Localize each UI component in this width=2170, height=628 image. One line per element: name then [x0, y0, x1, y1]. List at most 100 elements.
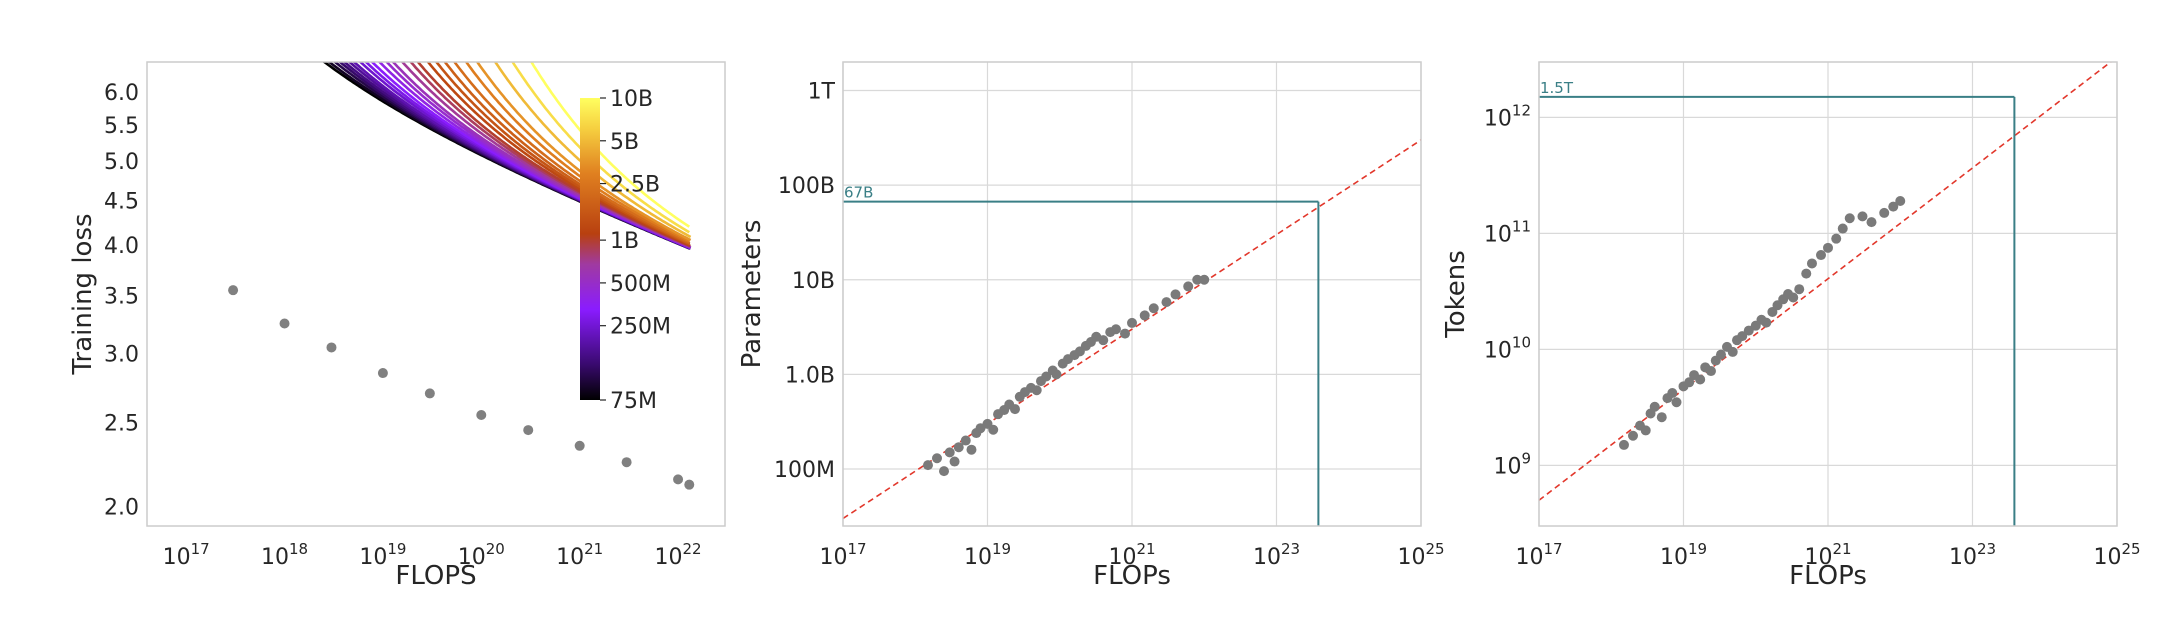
- colorbar-tick-label: 250M: [610, 315, 671, 340]
- data-point: [944, 447, 955, 458]
- data-point: [1148, 303, 1159, 314]
- tick-base: 10: [1949, 545, 1977, 570]
- x-tick-label: 1019: [964, 540, 1011, 570]
- panel-training-loss: 1017 1018 1019 1020 1021 1022 2.02.53.03.54.0…: [68, 61, 726, 591]
- tick-exponent: 19: [387, 540, 406, 558]
- x-ticks: 1017 1018 1019 1020 1021 1022: [163, 540, 702, 570]
- tick-exponent: 23: [1281, 540, 1300, 558]
- annotation-label: 67B: [844, 184, 873, 202]
- y-tick-label: 100B: [778, 174, 835, 199]
- tick-exponent: 19: [992, 540, 1011, 558]
- data-point: [960, 435, 971, 446]
- envelope-point: [476, 409, 487, 420]
- tick-base: 10: [1397, 545, 1425, 570]
- tick-exponent: 21: [1832, 540, 1851, 558]
- envelope-point: [523, 425, 534, 436]
- tick-base: 10: [1484, 338, 1512, 363]
- data-point: [966, 444, 977, 455]
- tick-exponent: 23: [1977, 540, 1996, 558]
- colorbar-tick-label: 2.5B: [610, 173, 660, 198]
- envelope-point: [621, 457, 632, 468]
- y-tick-label: 3.5: [104, 285, 139, 310]
- y-tick-label: 2.0: [104, 496, 139, 521]
- envelope-point: [228, 285, 239, 296]
- x-tick-label: 1020: [458, 540, 505, 570]
- data-point: [1119, 328, 1130, 339]
- scatter-points: [922, 274, 1210, 477]
- grid: [1538, 62, 2118, 526]
- y-tick-label: 3.0: [104, 343, 139, 368]
- tick-base: 10: [163, 545, 191, 570]
- loss-curve: [464, 62, 691, 243]
- data-point: [1831, 233, 1842, 244]
- y-tick-label: 2.5: [104, 411, 139, 436]
- x-tick-label: 1021: [1108, 540, 1155, 570]
- data-point: [1788, 292, 1799, 303]
- loss-curve: [511, 62, 690, 234]
- data-point: [1199, 274, 1210, 285]
- x-tick-label: 1022: [655, 540, 702, 570]
- data-point: [1823, 242, 1833, 253]
- data-point: [1837, 223, 1848, 234]
- tick-base: 10: [1253, 545, 1281, 570]
- x-tick-label: 1023: [1949, 540, 1996, 570]
- colorbar-tick-label: 5B: [610, 130, 639, 155]
- y-tick-label: 1T: [808, 79, 836, 104]
- loss-curves: [322, 62, 692, 250]
- panel-parameters: 67B 1017 1019 1021 1023 1025 100M1.0B10B100B…: [737, 61, 1445, 591]
- x-tick-label: 1021: [556, 540, 603, 570]
- x-tick-label: 1017: [819, 540, 866, 570]
- data-point: [988, 424, 999, 435]
- x-ticks: 1017 1019 1021 1023 1025: [819, 540, 1444, 570]
- tick-base: 10: [1493, 454, 1521, 479]
- x-axis-label: FLOPs: [1789, 561, 1867, 591]
- plot-frame: [1538, 61, 2118, 527]
- data-point: [1667, 388, 1678, 399]
- envelope-point: [424, 388, 435, 399]
- tick-exponent: 12: [1512, 101, 1531, 119]
- data-point: [953, 442, 964, 453]
- y-tick-label: 1012: [1484, 101, 1531, 131]
- grid: [842, 62, 1422, 526]
- data-point: [1743, 325, 1754, 336]
- tick-exponent: 17: [847, 540, 866, 558]
- y-tick-label: 4.0: [104, 234, 139, 259]
- y-tick-label: 6.0: [104, 81, 139, 106]
- tick-exponent: 21: [584, 540, 603, 558]
- x-tick-label: 1023: [1253, 540, 1300, 570]
- data-point: [1627, 430, 1638, 441]
- tick-base: 10: [655, 545, 683, 570]
- loss-envelope-points: [228, 285, 695, 490]
- data-point: [1139, 310, 1150, 321]
- data-point: [1051, 369, 1062, 380]
- tick-exponent: 17: [191, 540, 210, 558]
- tick-base: 10: [556, 545, 584, 570]
- data-point: [1727, 346, 1738, 357]
- data-point: [1895, 196, 1906, 207]
- data-point: [1737, 331, 1748, 342]
- data-point: [1844, 213, 1855, 224]
- envelope-point: [326, 342, 337, 353]
- x-tick-label: 1017: [163, 540, 210, 570]
- data-point: [1806, 258, 1817, 269]
- tick-base: 10: [1515, 545, 1543, 570]
- tick-base: 10: [2093, 545, 2121, 570]
- y-tick-label: 109: [1493, 449, 1531, 479]
- x-tick-label: 1018: [261, 540, 308, 570]
- data-point: [1127, 317, 1137, 328]
- tick-base: 10: [1484, 222, 1512, 247]
- colorbar: [580, 98, 600, 400]
- tick-exponent: 9: [1521, 449, 1531, 467]
- data-point: [1656, 412, 1667, 423]
- y-tick-label: 4.5: [104, 190, 139, 215]
- tick-exponent: 22: [683, 540, 702, 558]
- tick-exponent: 21: [1136, 540, 1155, 558]
- y-tick-label: 100M: [774, 458, 835, 483]
- x-tick-label: 1019: [359, 540, 406, 570]
- data-point: [1815, 250, 1826, 261]
- data-point: [1110, 324, 1121, 335]
- data-point: [1715, 349, 1726, 360]
- data-point: [1161, 297, 1172, 308]
